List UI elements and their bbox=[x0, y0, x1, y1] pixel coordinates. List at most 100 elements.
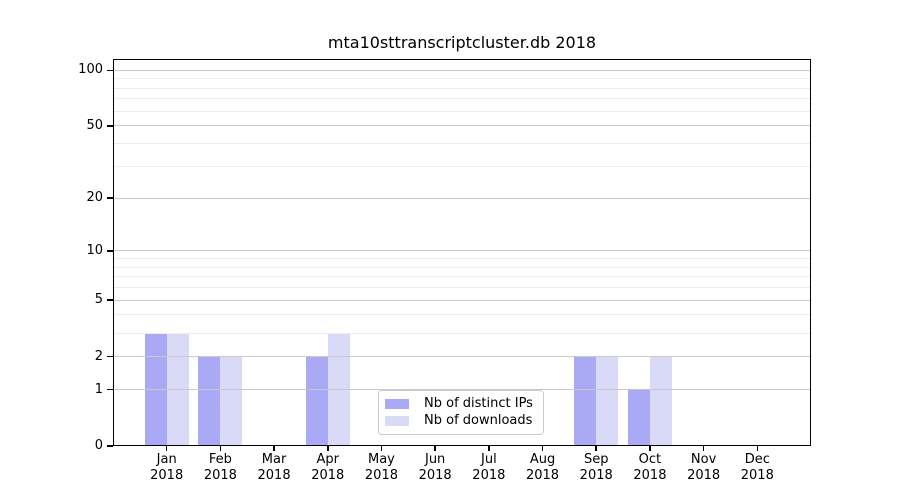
xtick-jan bbox=[165, 446, 168, 451]
ytick-100 bbox=[107, 69, 113, 72]
gridline-y-40 bbox=[114, 143, 810, 145]
xtick-label-sep: Sep 2018 bbox=[564, 452, 628, 483]
xtick-label-jul: Jul 2018 bbox=[457, 452, 521, 483]
xtick-feb bbox=[219, 446, 222, 451]
xtick-label-line: 2018 bbox=[525, 467, 560, 483]
ytick-label-100: 100 bbox=[78, 62, 103, 78]
xtick-label-line: 2018 bbox=[579, 467, 613, 483]
xtick-label-line: 2018 bbox=[257, 467, 291, 483]
ytick-label-5: 5 bbox=[94, 292, 103, 308]
xtick-label-line: Sep bbox=[583, 452, 609, 467]
xtick-label-line: 2018 bbox=[687, 467, 721, 483]
ytick-label-0: 0 bbox=[94, 438, 103, 453]
gridline-y-2 bbox=[114, 356, 810, 358]
xtick-label-line: 2018 bbox=[364, 467, 398, 483]
ytick-label-1: 1 bbox=[94, 381, 103, 397]
legend-label-downloads: Nb of downloads bbox=[424, 413, 533, 428]
xtick-label-line: Jan bbox=[156, 452, 177, 467]
xtick-apr bbox=[327, 446, 329, 451]
xtick-dec bbox=[756, 446, 759, 451]
ytick-0 bbox=[107, 445, 113, 447]
gridline-y-6 bbox=[114, 287, 810, 289]
gridline-y-8 bbox=[114, 266, 810, 268]
ytick-5 bbox=[107, 299, 113, 301]
bar-nb-of-downloads-jan bbox=[166, 333, 189, 445]
xtick-label-line: 2018 bbox=[740, 467, 774, 483]
gridline-y-10 bbox=[114, 250, 810, 252]
gridline-y-30 bbox=[114, 165, 810, 167]
gridline-y-5 bbox=[114, 299, 810, 301]
legend: Nb of distinct IPs Nb of downloads bbox=[378, 390, 544, 435]
legend-swatch-downloads bbox=[385, 416, 409, 426]
xtick-jul bbox=[488, 446, 490, 451]
xtick-may bbox=[380, 446, 383, 451]
xtick-label-dec: Dec 2018 bbox=[725, 452, 789, 483]
xtick-label-line: Dec bbox=[744, 452, 770, 467]
xtick-label-line: 2018 bbox=[311, 467, 345, 483]
xtick-label-line: Jul bbox=[481, 452, 497, 467]
xtick-label-may: May 2018 bbox=[349, 452, 413, 483]
xtick-label-line: Apr bbox=[316, 452, 340, 467]
xtick-mar bbox=[273, 446, 275, 451]
xtick-label-line: Mar bbox=[261, 452, 287, 467]
xtick-label-line: 2018 bbox=[633, 467, 667, 483]
ytick-10 bbox=[107, 250, 113, 252]
xtick-label-line: Jun bbox=[424, 452, 446, 467]
xtick-label-jan: Jan 2018 bbox=[135, 452, 199, 483]
ytick-1 bbox=[107, 388, 113, 391]
gridline-y-9 bbox=[114, 258, 810, 260]
ytick-label-50: 50 bbox=[86, 117, 103, 133]
xtick-label-line: 2018 bbox=[418, 467, 452, 483]
gridline-y-3 bbox=[114, 332, 810, 334]
xtick-label-nov: Nov 2018 bbox=[672, 452, 736, 483]
xtick-label-line: Oct bbox=[638, 452, 662, 467]
xtick-label-line: May bbox=[368, 452, 395, 467]
ytick-50 bbox=[107, 125, 113, 127]
xtick-label-feb: Feb 2018 bbox=[188, 452, 252, 483]
gridline-y-50 bbox=[114, 125, 810, 127]
xtick-label-line: Nov bbox=[690, 452, 717, 467]
bar-nb-of-distinct-ips-apr bbox=[305, 356, 328, 445]
xtick-sep bbox=[595, 446, 597, 451]
chart-title: mta10sttranscriptcluster.db 2018 bbox=[327, 33, 597, 52]
xtick-label-oct: Oct 2018 bbox=[618, 452, 682, 483]
xtick-jun bbox=[434, 446, 436, 451]
xtick-label-line: 2018 bbox=[203, 467, 237, 483]
gridline-y-7 bbox=[114, 276, 810, 278]
bar-nb-of-distinct-ips-sep bbox=[574, 356, 597, 445]
xtick-label-line: 2018 bbox=[150, 467, 184, 483]
gridline-y-100 bbox=[114, 69, 810, 71]
ytick-label-10: 10 bbox=[86, 242, 103, 258]
ytick-label-2: 2 bbox=[94, 348, 103, 364]
xtick-label-mar: Mar 2018 bbox=[242, 452, 306, 483]
gridline-y-20 bbox=[114, 197, 810, 199]
xtick-label-apr: Apr 2018 bbox=[296, 452, 360, 483]
gridline-y-70 bbox=[114, 98, 810, 100]
xtick-label-jun: Jun 2018 bbox=[403, 452, 467, 483]
legend-swatch-distinct-ips bbox=[385, 399, 409, 409]
plot-frame bbox=[113, 59, 811, 446]
bar-nb-of-downloads-feb bbox=[220, 356, 243, 445]
legend-label-distinct-ips: Nb of distinct IPs bbox=[424, 396, 533, 411]
xtick-label-aug: Aug 2018 bbox=[511, 452, 575, 483]
bar-nb-of-distinct-ips-feb bbox=[198, 356, 221, 445]
legend-item-distinct-ips: Nb of distinct IPs bbox=[385, 396, 535, 412]
gridline-y-80 bbox=[114, 87, 810, 89]
xtick-label-line: 2018 bbox=[472, 467, 506, 483]
gridline-y-90 bbox=[114, 78, 810, 80]
bar-nb-of-distinct-ips-oct bbox=[627, 389, 650, 445]
xtick-nov bbox=[702, 446, 705, 451]
bar-nb-of-downloads-apr bbox=[327, 333, 350, 445]
xtick-label-line: Feb bbox=[208, 452, 232, 467]
xtick-aug bbox=[541, 446, 544, 451]
gridline-y-4 bbox=[114, 314, 810, 316]
gridline-y-1 bbox=[114, 389, 810, 391]
bar-nb-of-distinct-ips-jan bbox=[144, 333, 167, 445]
ytick-20 bbox=[107, 197, 113, 199]
ytick-2 bbox=[107, 355, 113, 358]
legend-item-downloads: Nb of downloads bbox=[385, 413, 535, 429]
